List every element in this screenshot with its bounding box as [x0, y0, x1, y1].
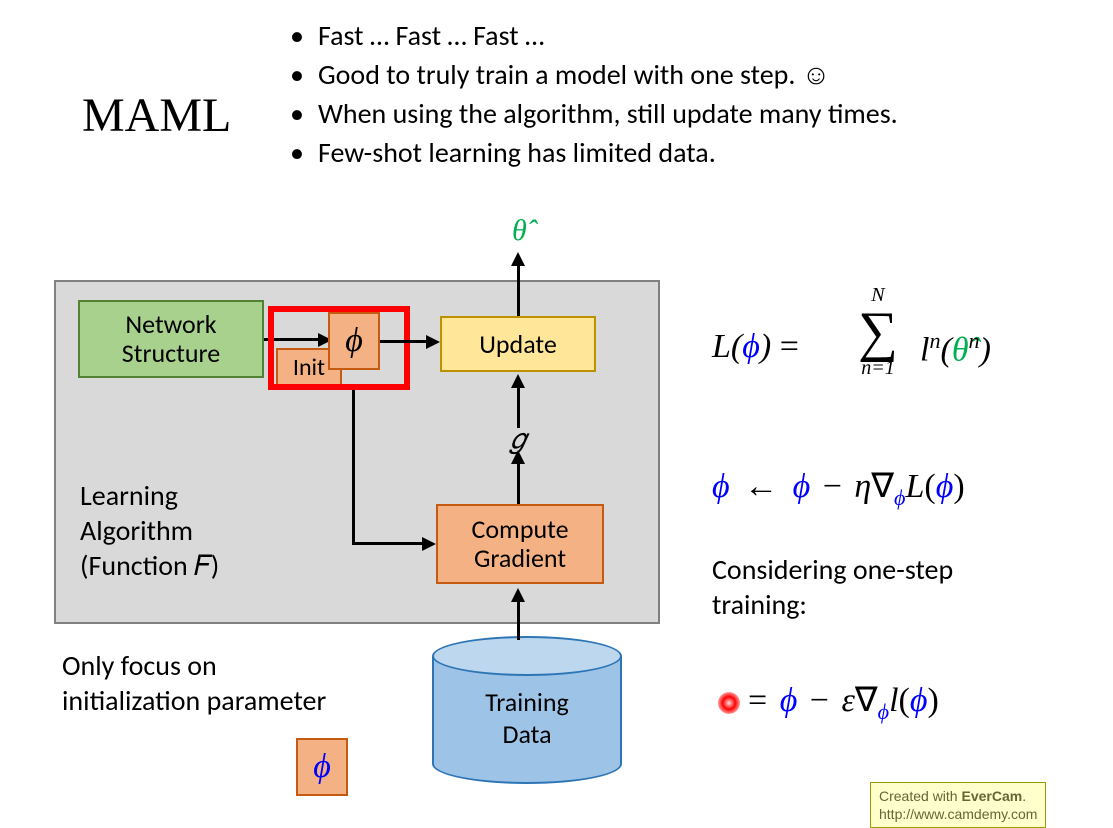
training-data-cylinder: Training Data [432, 636, 622, 784]
phi-bottom-node: ϕ [296, 738, 348, 796]
arrow-head-icon [511, 588, 525, 602]
arrow-line [517, 386, 520, 428]
highlight-frame [268, 306, 410, 390]
arrow-head-icon [511, 252, 525, 266]
cylinder-label: Training Data [432, 686, 622, 750]
network-structure-node: Network Structure [78, 300, 264, 378]
arrow-line [517, 462, 520, 504]
evercam-watermark: Created with EverCam. http://www.camdemy… [870, 782, 1046, 828]
sigma-icon: ∑ [858, 307, 898, 357]
evercam-link: http://www.camdemy.com [879, 806, 1037, 822]
arrow-line [352, 542, 424, 545]
bullet-item: Good to truly train a model with one ste… [290, 57, 898, 92]
loss-equation: L(ϕ) = [712, 328, 799, 366]
arrow-line [380, 340, 428, 343]
loss-rhs: ln(θ̂n) [920, 328, 991, 369]
theta-hat-label: θ̂ [512, 214, 527, 248]
arrow-line [352, 390, 355, 545]
page-title: MAML [82, 88, 231, 143]
laser-pointer-icon [718, 692, 740, 714]
learning-algorithm-label: Learning Algorithm (Function 𝐹) [80, 478, 219, 583]
bullet-item: When using the algorithm, still update m… [290, 96, 898, 131]
update-node: Update [440, 316, 596, 372]
summation: N ∑ n=1 [858, 284, 898, 380]
arrow-head-icon [422, 537, 436, 551]
sum-lower: n=1 [858, 357, 898, 380]
arrow-line [517, 264, 520, 316]
compute-gradient-node: Compute Gradient [436, 504, 604, 584]
update-rule-equation: ϕ ← ϕ − η∇ϕL(ϕ) [712, 466, 965, 511]
bullet-item: Few-shot learning has limited data. [290, 135, 898, 170]
focus-text: Only focus on initialization parameter [62, 648, 326, 718]
arrow-head-icon [426, 335, 440, 349]
arrow-head-icon [511, 374, 525, 388]
considering-text: Considering one-step training: [712, 552, 953, 622]
arrow-line [517, 600, 520, 640]
bullet-list: Fast … Fast … Fast … Good to truly train… [290, 18, 898, 174]
cylinder-top [432, 636, 622, 676]
g-label: 𝑔 [510, 424, 525, 456]
bullet-item: Fast … Fast … Fast … [290, 18, 898, 53]
onestep-equation: = ϕ − ε∇ϕl(ϕ) [744, 680, 939, 725]
